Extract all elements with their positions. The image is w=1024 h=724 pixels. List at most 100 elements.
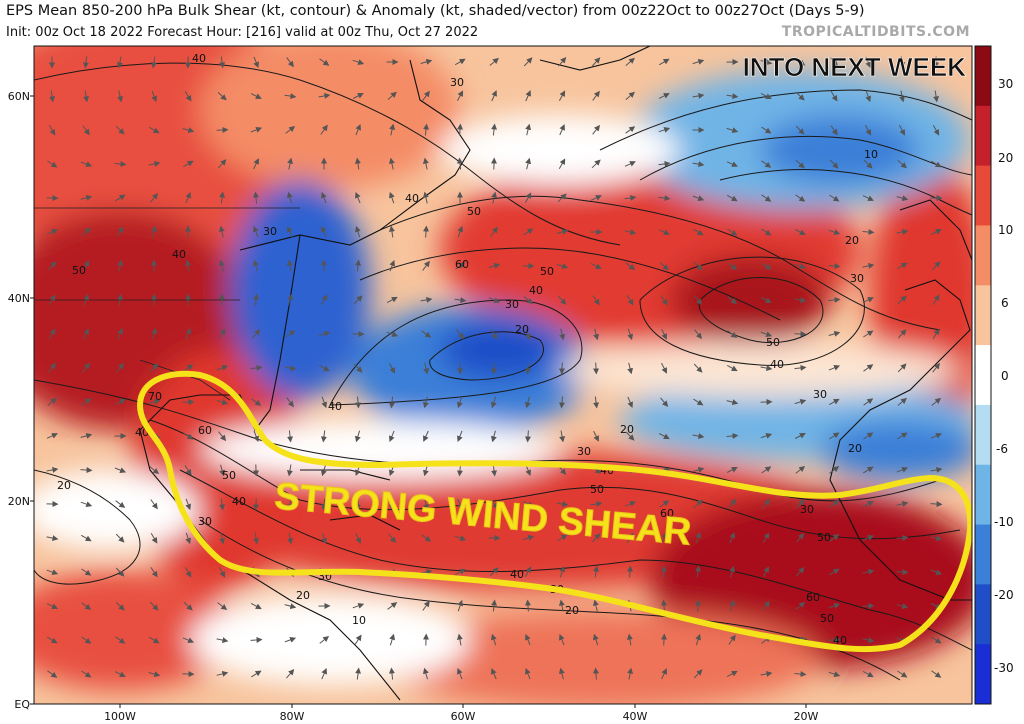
- vector-arrow: [794, 364, 807, 371]
- colorbar-tick: 10: [998, 223, 1013, 237]
- vector-arrow: [931, 670, 942, 678]
- vector-arrow: [556, 263, 569, 270]
- vector-arrow: [626, 295, 634, 306]
- colorbar-tick: -10: [994, 515, 1014, 529]
- vector-arrow: [117, 259, 124, 272]
- vector-arrow: [456, 157, 463, 170]
- contour-label: 50: [222, 469, 236, 482]
- vector-arrow: [660, 599, 667, 612]
- vector-arrow: [862, 262, 875, 269]
- vector-arrow: [624, 229, 637, 236]
- vector-arrow: [524, 396, 531, 409]
- vector-arrow: [320, 430, 327, 443]
- vector-arrow: [524, 566, 532, 578]
- vector-arrow: [286, 669, 295, 679]
- source-credit: TROPICALTIDBITS.COM: [781, 24, 970, 40]
- vector-arrow: [795, 601, 806, 610]
- contour-label: 30: [450, 76, 464, 89]
- vector-arrow: [760, 297, 772, 303]
- contour-label: 30: [813, 388, 827, 401]
- contour-label: 30: [263, 225, 277, 238]
- vector-arrow: [117, 327, 123, 340]
- vector-arrow: [828, 330, 841, 337]
- vector-arrow: [932, 294, 940, 305]
- vector-arrow: [592, 599, 599, 612]
- vector-arrow: [49, 90, 56, 103]
- vector-arrow: [729, 532, 735, 544]
- chart-subtitle: Init: 00z Oct 18 2022 Forecast Hour: [21…: [6, 25, 479, 40]
- vector-arrow: [46, 535, 59, 542]
- vector-arrow: [763, 566, 769, 578]
- contour-label: 50: [72, 264, 86, 277]
- vector-arrow: [182, 127, 195, 134]
- vector-arrow: [828, 296, 841, 303]
- vector-arrow: [150, 532, 158, 544]
- vector-arrow: [47, 636, 58, 644]
- vector-arrow: [692, 195, 705, 202]
- vector-arrow: [182, 637, 195, 643]
- colorbar-swatch: [975, 345, 991, 406]
- vector-arrow: [795, 194, 806, 202]
- vector-arrow: [896, 534, 909, 541]
- vector-arrow: [556, 228, 569, 235]
- vector-arrow: [115, 533, 125, 543]
- vector-arrow: [287, 226, 293, 238]
- vector-arrow: [319, 635, 330, 644]
- vector-arrow: [82, 56, 89, 69]
- vector-arrow: [355, 667, 362, 680]
- vector-arrow: [216, 365, 229, 371]
- vector-arrow: [422, 667, 429, 680]
- vector-arrow: [896, 228, 909, 235]
- vector-arrow: [286, 191, 293, 204]
- vector-arrow: [81, 398, 92, 406]
- vector-arrow: [794, 433, 806, 439]
- vector-arrow: [81, 670, 92, 678]
- vector-arrow: [862, 195, 874, 201]
- vector-arrow: [287, 157, 294, 170]
- vector-arrow: [456, 90, 464, 102]
- vector-arrow: [862, 535, 875, 541]
- vector-arrow: [729, 599, 735, 612]
- vector-arrow: [115, 636, 126, 644]
- vector-arrow: [592, 124, 601, 135]
- contour-label: 20: [515, 323, 529, 336]
- vector-arrow: [115, 567, 125, 577]
- vector-arrow: [46, 433, 58, 439]
- vector-arrow: [658, 229, 670, 235]
- vector-arrow: [151, 327, 157, 340]
- contour-label: 20: [565, 604, 579, 617]
- contour-label: 40: [232, 495, 246, 508]
- vector-arrow: [285, 125, 296, 134]
- vector-arrow: [728, 634, 736, 645]
- vector-arrow: [217, 159, 227, 169]
- vector-arrow: [762, 499, 771, 509]
- vector-arrow: [454, 568, 466, 576]
- vector-arrow: [116, 226, 124, 238]
- contour-label: 30: [198, 515, 212, 528]
- vector-arrow: [286, 259, 293, 272]
- vector-arrow: [863, 432, 874, 440]
- vector-arrow: [794, 398, 807, 405]
- vector-arrow: [865, 90, 872, 103]
- vector-arrow: [81, 636, 92, 644]
- vector-arrow: [148, 398, 161, 405]
- vector-arrow: [726, 399, 739, 406]
- vector-arrow: [693, 398, 704, 406]
- contour-label: 20: [848, 442, 862, 455]
- contour-label: 50: [467, 205, 481, 218]
- vector-arrow: [491, 191, 498, 204]
- vector-arrow: [661, 532, 667, 544]
- vector-arrow: [80, 534, 92, 542]
- vector-arrow: [219, 56, 226, 69]
- vector-arrow: [897, 397, 907, 406]
- vector-arrow: [319, 58, 330, 66]
- vector-arrow: [524, 362, 531, 375]
- vector-arrow: [899, 90, 906, 103]
- vector-arrow: [931, 636, 942, 644]
- vector-arrow: [558, 396, 565, 409]
- vector-arrow: [114, 467, 127, 473]
- vector-arrow: [729, 565, 736, 578]
- vector-arrow: [83, 90, 90, 103]
- vector-arrow: [117, 293, 124, 306]
- vector-arrow: [658, 160, 671, 167]
